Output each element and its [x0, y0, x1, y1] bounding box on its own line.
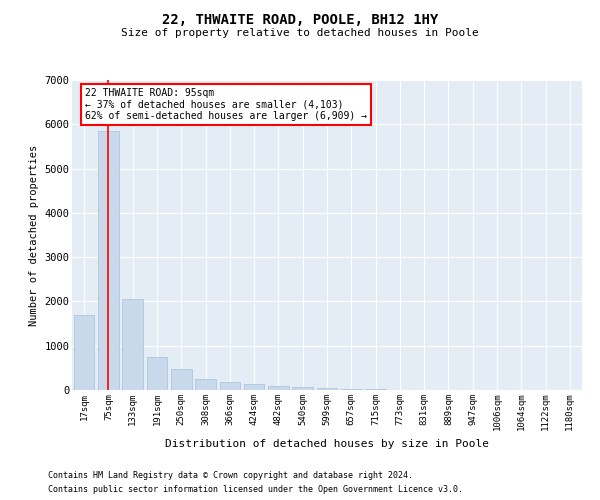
Bar	[220, 382, 240, 390]
Bar	[74, 314, 94, 390]
Bar	[122, 299, 143, 390]
Bar	[146, 357, 167, 390]
Bar	[195, 379, 216, 390]
Bar	[244, 384, 265, 390]
Bar	[317, 388, 337, 390]
Bar	[268, 386, 289, 390]
Text: Contains HM Land Registry data © Crown copyright and database right 2024.: Contains HM Land Registry data © Crown c…	[48, 470, 413, 480]
Bar	[341, 388, 362, 390]
Bar	[365, 389, 386, 390]
Bar	[292, 386, 313, 390]
X-axis label: Distribution of detached houses by size in Poole: Distribution of detached houses by size …	[165, 438, 489, 448]
Y-axis label: Number of detached properties: Number of detached properties	[29, 144, 38, 326]
Text: Contains public sector information licensed under the Open Government Licence v3: Contains public sector information licen…	[48, 486, 463, 494]
Text: Size of property relative to detached houses in Poole: Size of property relative to detached ho…	[121, 28, 479, 38]
Bar	[98, 131, 119, 390]
Bar	[171, 368, 191, 390]
Text: 22 THWAITE ROAD: 95sqm
← 37% of detached houses are smaller (4,103)
62% of semi-: 22 THWAITE ROAD: 95sqm ← 37% of detached…	[85, 88, 367, 121]
Text: 22, THWAITE ROAD, POOLE, BH12 1HY: 22, THWAITE ROAD, POOLE, BH12 1HY	[162, 12, 438, 26]
